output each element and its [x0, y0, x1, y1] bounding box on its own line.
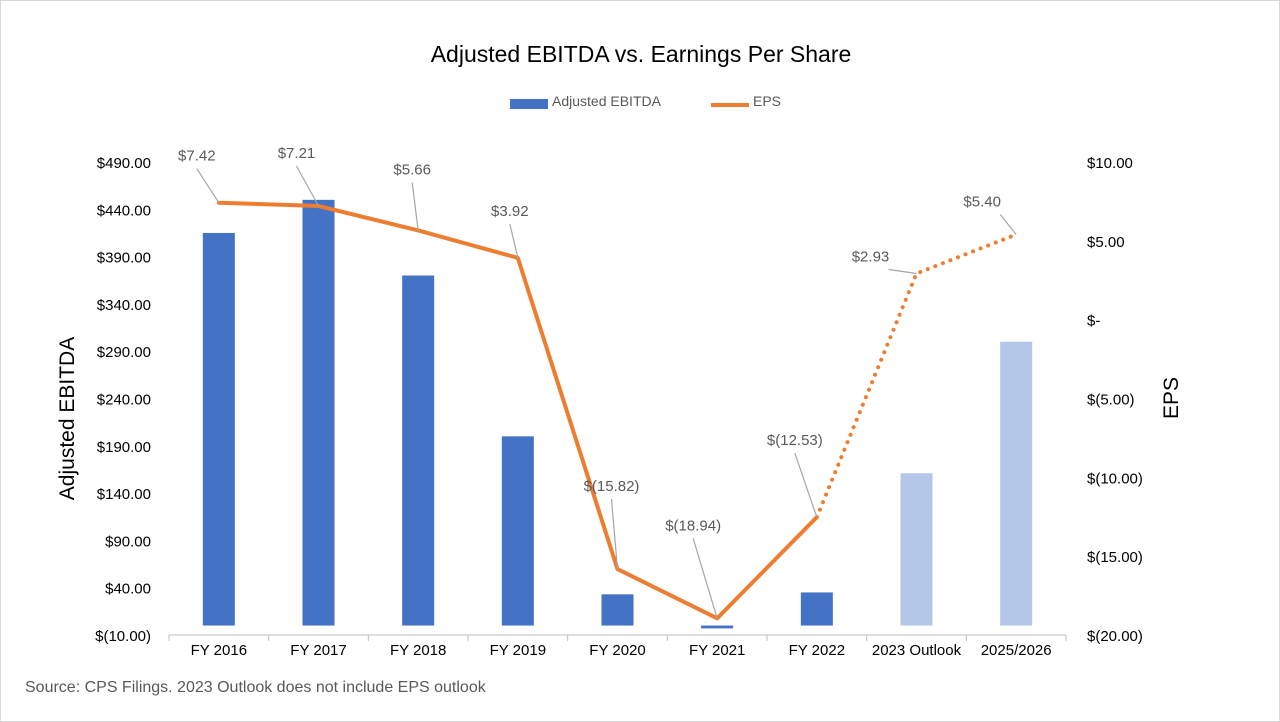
eps-leader-line [999, 214, 1017, 235]
x-tick-label: FY 2022 [789, 642, 845, 659]
x-tick-label: FY 2019 [490, 642, 546, 659]
eps-data-label: $(18.94) [665, 517, 721, 534]
bar-2025-2026 [1000, 341, 1033, 626]
eps-leader-line [888, 268, 917, 275]
eps-line-projected [814, 232, 1019, 520]
bar-fy-2022 [800, 592, 833, 626]
eps-data-label: $(15.82) [584, 478, 640, 495]
y-tick-label: $490.00 [97, 155, 151, 172]
eps-leader-line [411, 182, 419, 231]
y-tick-label: $190.00 [97, 439, 151, 456]
y-axis-title: Adjusted EBITDA [56, 337, 79, 500]
y-tick-label: $(10.00) [95, 628, 151, 645]
y-tick-label: $390.00 [97, 250, 151, 267]
eps-leader-line [610, 499, 619, 570]
y-tick-label: $140.00 [97, 486, 151, 503]
eps-data-label: $(12.53) [767, 432, 823, 449]
x-tick-label: FY 2017 [290, 642, 346, 659]
y2-tick-label: $10.00 [1087, 155, 1133, 172]
bar-fy-2020 [601, 594, 634, 626]
source-note: Source: CPS Filings. 2023 Outlook does n… [25, 679, 486, 696]
eps-data-label: $7.21 [278, 145, 316, 162]
y2-tick-label: $- [1087, 313, 1100, 330]
legend-label-ebitda: Adjusted EBITDA [552, 93, 661, 109]
eps-data-label: $5.40 [963, 194, 1001, 211]
y-tick-label: $240.00 [97, 392, 151, 409]
eps-data-label: $5.66 [393, 161, 431, 178]
y2-axis-title: EPS [1160, 377, 1183, 419]
eps-leader-line [196, 168, 220, 204]
bar-fy-2021 [701, 625, 734, 629]
eps-data-label: $2.93 [852, 248, 890, 265]
y-tick-label: $90.00 [105, 533, 151, 550]
bar-fy-2018 [402, 275, 435, 626]
y-tick-label: $290.00 [97, 344, 151, 361]
x-tick-label: FY 2021 [689, 642, 745, 659]
bar-fy-2019 [501, 436, 534, 626]
y2-tick-label: $(20.00) [1087, 628, 1143, 645]
y2-tick-label: $(10.00) [1087, 470, 1143, 487]
x-tick-label: 2025/2026 [981, 642, 1052, 659]
y-tick-label: $340.00 [97, 297, 151, 314]
y2-tick-label: $(5.00) [1087, 392, 1135, 409]
eps-leader-line [794, 453, 818, 518]
eps-leader-line [692, 538, 718, 619]
bar-fy-2017 [302, 199, 335, 626]
x-tick-label: FY 2020 [589, 642, 645, 659]
bar-2023-outlook [900, 473, 933, 626]
legend-label-eps: EPS [753, 93, 782, 109]
x-tick-label: FY 2016 [191, 642, 247, 659]
legend-swatch-eps [711, 103, 749, 107]
eps-data-label: $7.42 [178, 148, 216, 165]
legend: Adjusted EBITDA EPS [1, 93, 1280, 113]
legend-swatch-ebitda [510, 99, 548, 109]
bar-fy-2016 [202, 232, 235, 626]
x-tick-label: 2023 Outlook [872, 642, 962, 659]
eps-line-actual [216, 200, 819, 621]
y2-tick-label: $5.00 [1087, 234, 1125, 251]
eps-leader-line [295, 165, 320, 207]
chart-title: Adjusted EBITDA vs. Earnings Per Share [430, 41, 852, 67]
x-tick-label: FY 2018 [390, 642, 446, 659]
y-tick-label: $40.00 [105, 581, 151, 598]
eps-leader-line [509, 223, 519, 258]
y2-tick-label: $(15.00) [1087, 549, 1143, 566]
y-tick-label: $440.00 [97, 202, 151, 219]
eps-data-label: $3.92 [491, 203, 529, 220]
